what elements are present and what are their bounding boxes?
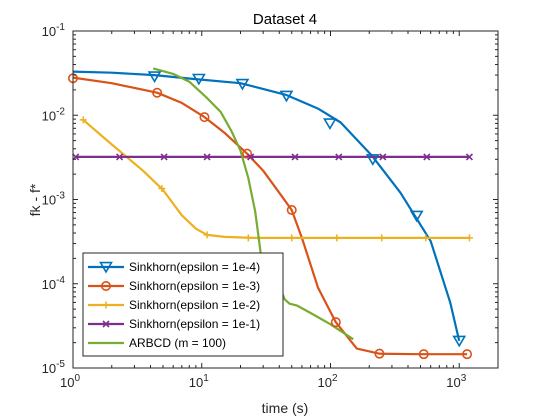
marker-sinkhorn-epsilon-1e-3 — [330, 317, 341, 328]
y-tick-label: 10-5 — [42, 359, 66, 376]
x-tick-label: 103 — [446, 373, 466, 390]
marker-sinkhorn-epsilon-1e-4 — [323, 118, 337, 130]
legend-label-sinkhorn-epsilon-1e-2: Sinkhorn(epsilon = 1e-2) — [129, 298, 260, 312]
y-tick-labels: 10-1 10-2 10-3 10-4 10-5 — [42, 22, 66, 376]
marker-sinkhorn-epsilon-1e-3 — [462, 349, 473, 360]
y-tick-label: 10-3 — [42, 191, 66, 208]
marker-sinkhorn-epsilon-1e-1 — [291, 153, 299, 161]
axis-ticks — [72, 30, 499, 369]
marker-sinkhorn-epsilon-1e-1 — [335, 153, 343, 161]
marker-sinkhorn-epsilon-1e-1 — [379, 153, 387, 161]
marker-sinkhorn-epsilon-1e-4 — [279, 90, 294, 103]
y-axis-title: fk - f* — [27, 183, 43, 216]
x-tick-label: 100 — [60, 373, 80, 390]
legend-marker-sinkhorn-epsilon-1e-1 — [102, 320, 110, 328]
series-line-sinkhorn-epsilon-1e-3 — [72, 76, 468, 356]
marker-sinkhorn-epsilon-1e-2 — [79, 116, 87, 124]
marker-sinkhorn-epsilon-1e-1 — [247, 153, 255, 161]
legend-label-sinkhorn-epsilon-1e-4: Sinkhorn(epsilon = 1e-4) — [129, 260, 260, 274]
x-tick-labels: 100 101 102 103 — [60, 373, 467, 390]
marker-sinkhorn-epsilon-1e-4 — [452, 335, 467, 348]
marker-sinkhorn-epsilon-1e-3 — [242, 148, 253, 159]
legend-items: Sinkhorn(epsilon = 1e-4) Sinkhorn(epsilon… — [88, 260, 260, 350]
marker-sinkhorn-epsilon-1e-3 — [418, 349, 429, 360]
marker-sinkhorn-epsilon-1e-4 — [235, 78, 250, 91]
marker-sinkhorn-epsilon-1e-4 — [191, 73, 206, 86]
x-tick-label: 101 — [189, 373, 209, 390]
marker-sinkhorn-epsilon-1e-1 — [423, 153, 431, 161]
y-tick-label: 10-4 — [42, 275, 66, 292]
series-line-arbcd-m-100 — [152, 67, 354, 341]
plot-lines — [72, 67, 470, 356]
legend-label-arbcd-m-100: ARBCD (m = 100) — [129, 336, 226, 350]
series-line-sinkhorn-epsilon-1e-4 — [72, 70, 461, 342]
x-axis-title: time (s) — [262, 400, 309, 416]
marker-sinkhorn-epsilon-1e-3 — [374, 348, 385, 359]
legend-label-sinkhorn-epsilon-1e-1: Sinkhorn(epsilon = 1e-1) — [129, 317, 260, 331]
marker-sinkhorn-epsilon-1e-2 — [158, 185, 166, 193]
chart-title: Dataset 4 — [253, 11, 317, 28]
marker-sinkhorn-epsilon-1e-2 — [288, 234, 296, 242]
marker-sinkhorn-epsilon-1e-3 — [199, 112, 210, 123]
marker-sinkhorn-epsilon-1e-4 — [365, 154, 380, 166]
marker-sinkhorn-epsilon-1e-1 — [116, 153, 124, 161]
marker-sinkhorn-epsilon-1e-2 — [422, 234, 430, 242]
marker-sinkhorn-epsilon-1e-1 — [203, 153, 211, 161]
marker-sinkhorn-epsilon-1e-3 — [286, 205, 297, 216]
marker-sinkhorn-epsilon-1e-2 — [203, 231, 211, 239]
marker-sinkhorn-epsilon-1e-1 — [465, 153, 474, 161]
legend-marker-sinkhorn-epsilon-1e-3 — [101, 280, 112, 291]
y-tick-label: 10-2 — [42, 106, 66, 123]
marker-sinkhorn-epsilon-1e-4 — [147, 71, 162, 83]
marker-sinkhorn-epsilon-1e-3 — [152, 87, 163, 98]
marker-sinkhorn-epsilon-1e-2 — [465, 234, 473, 242]
legend-marker-sinkhorn-epsilon-1e-4 — [99, 261, 113, 274]
marker-sinkhorn-epsilon-1e-2 — [244, 234, 252, 242]
marker-sinkhorn-epsilon-1e-1 — [160, 153, 168, 161]
legend-label-sinkhorn-epsilon-1e-3: Sinkhorn(epsilon = 1e-3) — [129, 279, 260, 293]
legend: Sinkhorn(epsilon = 1e-4) Sinkhorn(epsilon… — [82, 252, 284, 357]
plot-markers — [68, 71, 474, 360]
x-tick-label: 102 — [317, 373, 337, 390]
marker-sinkhorn-epsilon-1e-4 — [409, 210, 424, 223]
marker-sinkhorn-epsilon-1e-2 — [333, 234, 341, 242]
series-line-sinkhorn-epsilon-1e-2 — [82, 119, 470, 239]
marker-sinkhorn-epsilon-1e-2 — [378, 234, 386, 242]
legend-marker-sinkhorn-epsilon-1e-2 — [102, 301, 110, 309]
y-tick-label: 10-1 — [42, 22, 66, 39]
